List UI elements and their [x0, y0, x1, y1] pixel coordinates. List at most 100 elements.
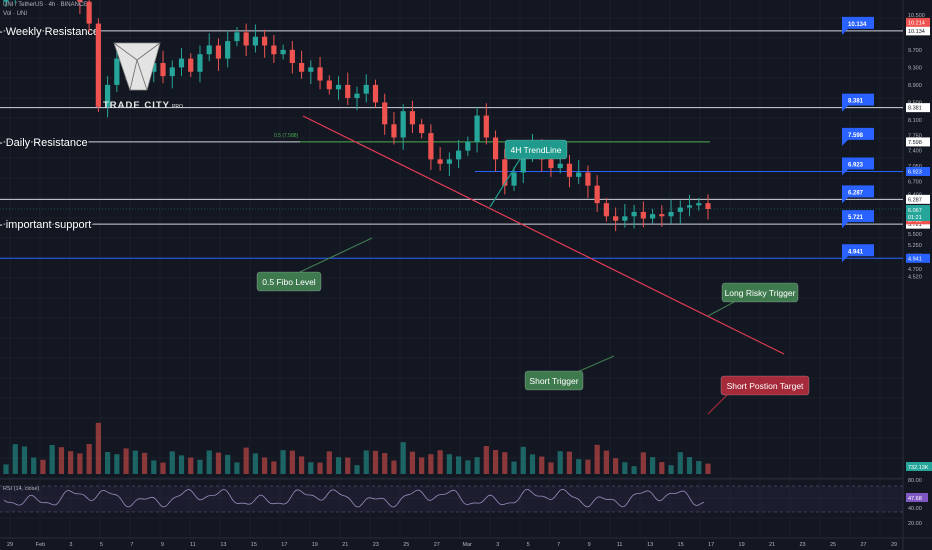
- axis-level-text: 6.287: [908, 197, 922, 203]
- callout-box: [524, 370, 584, 391]
- volume-bar: [105, 452, 111, 474]
- rsi-line: [3, 488, 705, 508]
- time-tick-label: 7: [130, 542, 133, 548]
- time-tick-label: 17: [708, 542, 714, 548]
- level-tag-text: 10.134: [848, 22, 867, 28]
- volume-bar: [419, 457, 425, 474]
- candle-body: [95, 23, 101, 107]
- level-tag-text: 4.941: [848, 249, 864, 255]
- time-tick-label: 19: [312, 542, 318, 548]
- candle-body: [86, 1, 92, 24]
- level-tag: 4.941: [842, 244, 874, 263]
- rsi-tick-label: 80.00: [908, 478, 922, 484]
- time-tick-label: 5: [527, 542, 530, 548]
- volume-bar: [520, 446, 526, 474]
- price-tick-label: 5.500: [908, 232, 922, 238]
- price-tick-label: 9.700: [908, 48, 922, 54]
- candle-body: [169, 67, 175, 77]
- level-tag: 8.381: [842, 93, 874, 112]
- candle-body: [603, 203, 609, 217]
- time-tick-label: 19: [739, 542, 745, 548]
- candle-body: [382, 102, 388, 125]
- level-name-label: - Weekly Resistance: [0, 26, 99, 38]
- rsi-pane: RSI (14, close) 80.00 40.00 20.00 47.68: [0, 478, 928, 527]
- grid-lines: [0, 0, 903, 538]
- volume-bar: [502, 452, 508, 474]
- candle-body: [308, 67, 314, 72]
- volume-bar: [141, 452, 148, 474]
- volume-bar: [585, 459, 591, 474]
- time-tick-label: 25: [830, 542, 836, 548]
- volume-bar: [622, 462, 628, 474]
- time-tick-label: 23: [799, 542, 805, 548]
- volume-bar: [576, 459, 582, 474]
- candle-body: [576, 172, 582, 177]
- candle-body: [511, 172, 517, 186]
- candle-body: [105, 84, 111, 107]
- candle-body: [409, 111, 416, 125]
- trendline-4h: [302, 115, 785, 355]
- volume-bar: [49, 445, 55, 474]
- axis-level-text: 10.134: [908, 29, 925, 35]
- axis-level-box: [906, 137, 930, 147]
- volume-bar: [446, 454, 452, 474]
- candle-body: [566, 163, 573, 177]
- time-tick-label: 29: [7, 542, 13, 548]
- time-tick-label: 23: [373, 542, 379, 548]
- volume-bar: [178, 455, 185, 474]
- volume-bar: [188, 457, 194, 474]
- price-tick-label: 8.900: [908, 83, 922, 89]
- volume-bar: [289, 450, 295, 474]
- time-tick-label: Mar: [462, 542, 472, 548]
- time-tick-label: Feb: [36, 542, 45, 548]
- axis-level-text: 5.721: [908, 222, 922, 228]
- axis-level-box: [906, 166, 930, 176]
- level-tag-box: [842, 244, 874, 263]
- candle-body: [419, 124, 425, 134]
- volume-bar: [317, 462, 323, 474]
- volume-indicator-label: Vol · UNI: [3, 11, 28, 17]
- level-name-label: - Daily Resistance: [0, 137, 88, 149]
- volume-bar: [566, 451, 573, 474]
- candle-body: [77, 0, 83, 2]
- volume-bar: [372, 450, 379, 474]
- candle-body: [298, 63, 305, 72]
- candle-body: [622, 216, 628, 221]
- volume-bar: [363, 450, 369, 474]
- level-tag-box: [842, 185, 874, 204]
- volume-bar: [21, 446, 28, 474]
- candle-body: [483, 115, 489, 138]
- volume-bar: [77, 453, 83, 474]
- volume-bar: [354, 465, 360, 474]
- volume-bar: [86, 444, 92, 474]
- level-tag: 6.287: [842, 185, 874, 204]
- callout: Short Postion Target: [707, 375, 810, 415]
- candle-body: [428, 133, 434, 160]
- time-tick-label: 9: [161, 542, 164, 548]
- volume-bar: [382, 453, 388, 474]
- candle-body: [234, 32, 240, 42]
- price-tick-label: 4.520: [908, 275, 922, 281]
- volume-bar: [705, 463, 711, 474]
- candle-body: [446, 159, 452, 164]
- axis-level-box: [906, 26, 930, 36]
- candle-body: [3, 0, 9, 2]
- volume-bar: [437, 450, 443, 474]
- callout-box: [721, 282, 799, 303]
- candle-body: [252, 36, 258, 46]
- volume-bar: [483, 446, 489, 474]
- rsi-value-text: 47.68: [908, 496, 922, 502]
- callout-text: Short Postion Target: [727, 381, 804, 391]
- time-tick-label: 13: [647, 542, 653, 548]
- candle-body: [705, 203, 711, 209]
- callout-pointer: [574, 355, 615, 374]
- axis-level-text: 8.381: [908, 106, 922, 112]
- candle-body: [502, 159, 508, 186]
- candle-body: [659, 214, 665, 217]
- rsi-band: [0, 486, 903, 512]
- candle-body: [594, 185, 600, 204]
- time-tick-label: 25: [403, 542, 409, 548]
- logo-icon: [113, 42, 161, 91]
- volume-bar: [529, 454, 536, 474]
- candle-body: [271, 45, 277, 55]
